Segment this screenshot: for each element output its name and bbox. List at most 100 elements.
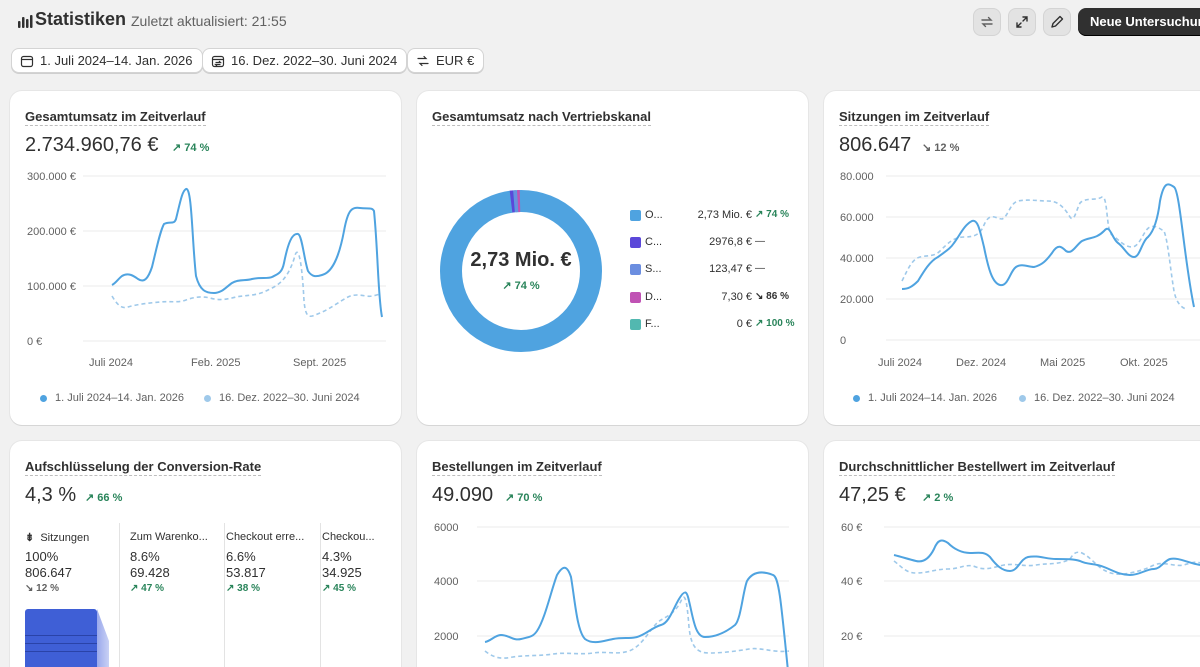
funnel-step-checkout-reached[interactable]: Checkout erre... 6.6% 53.817 ↗ 38 % xyxy=(226,523,321,667)
channel-row[interactable]: C... 2976,8 € — xyxy=(630,236,790,250)
date-range-picker[interactable]: 1. Juli 2024–14. Jan. 2026 xyxy=(11,48,203,73)
funnel-step-sessions[interactable]: ⇟ Sitzungen 100% 806.647 ↘ 12 % xyxy=(25,523,120,667)
legend-primary[interactable]: 1. Juli 2024–14. Jan. 2026 xyxy=(40,392,184,404)
currency-exchange-icon xyxy=(417,55,429,66)
y-tick: 6000 xyxy=(434,522,458,534)
compare-range-label: 16. Dez. 2022–30. Juni 2024 xyxy=(231,53,398,68)
metric-value: 47,25 € xyxy=(839,484,906,506)
x-tick: Juli 2024 xyxy=(878,357,922,369)
metric-value: 49.090 xyxy=(432,484,494,506)
arrow-up-icon: ↗ xyxy=(922,492,932,504)
primary-series-line xyxy=(484,566,789,667)
y-tick: 300.000 € xyxy=(27,171,76,183)
legend-dot xyxy=(1019,394,1026,402)
channel-row[interactable]: O... 2,73 Mio. € ↗ 74 % xyxy=(630,209,790,223)
arrow-down-icon: ↘ xyxy=(922,142,932,154)
arrow-up-icon: ↗ xyxy=(505,492,515,504)
y-tick: 2000 xyxy=(434,631,458,643)
arrow-up-icon: ↗ xyxy=(85,492,95,504)
currency-label: EUR € xyxy=(436,53,475,68)
metric-delta: ↗ 70 % xyxy=(505,491,542,504)
channel-card[interactable]: Gesamtumsatz nach Vertriebskanal 2,73 Mi… xyxy=(417,91,808,425)
channel-row[interactable]: F... 0 € ↗ 100 % xyxy=(630,318,795,332)
metric-value: 4,3 % xyxy=(25,484,77,506)
orders-line-chart: 6000 4000 2000 xyxy=(434,522,790,667)
funnel-step-cart[interactable]: Zum Warenko... 8.6% 69.428 ↗ 47 % xyxy=(130,523,225,667)
delta-text: 74 % xyxy=(514,280,540,292)
legend-label: 1. Juli 2024–14. Jan. 2026 xyxy=(868,392,998,404)
calendar-icon xyxy=(20,55,34,67)
fullscreen-button[interactable] xyxy=(1008,8,1036,36)
metric-delta: ↗ 2 % xyxy=(922,491,953,504)
y-tick: 0 € xyxy=(27,336,42,348)
delta-text: 70 % xyxy=(517,492,543,504)
funnel-pct: 8.6% xyxy=(130,549,160,564)
card-title[interactable]: Bestellungen im Zeitverlauf xyxy=(432,459,602,476)
donut-slice-online xyxy=(440,190,602,352)
arrow-up-icon: ↗ xyxy=(172,142,182,154)
x-tick: Okt. 2025 xyxy=(1120,357,1168,369)
conversion-card[interactable]: Aufschlüsselung der Conversion-Rate 4,3 … xyxy=(10,441,401,667)
channel-value: 0 € xyxy=(736,318,752,330)
aov-card[interactable]: Durchschnittlicher Bestellwert im Zeitve… xyxy=(824,441,1200,667)
compare-range-picker[interactable]: 16. Dez. 2022–30. Juni 2024 xyxy=(202,48,408,73)
funnel-count: 53.817 xyxy=(226,565,266,580)
revenue-line-chart: 300.000 € 200.000 € 100.000 € 0 € Juli 2… xyxy=(27,171,386,369)
refresh-button[interactable] xyxy=(973,8,1001,36)
legend-label: 16. Dez. 2022–30. Juni 2024 xyxy=(219,392,360,404)
funnel-dropoff xyxy=(97,609,109,667)
edit-button[interactable] xyxy=(1043,8,1071,36)
funnel-label: Checkout erre... xyxy=(226,531,305,543)
channel-swatch xyxy=(630,237,641,248)
card-title[interactable]: Sitzungen im Zeitverlauf xyxy=(839,109,990,126)
revenue-card[interactable]: Gesamtumsatz im Zeitverlauf 2.734.960,76… xyxy=(10,91,401,425)
channel-donut-chart xyxy=(440,190,602,352)
channel-delta: — xyxy=(755,236,765,247)
legend-label: 1. Juli 2024–14. Jan. 2026 xyxy=(55,392,185,404)
y-tick: 4000 xyxy=(434,576,458,588)
funnel-delta: ↗ 38 % xyxy=(226,583,260,594)
funnel-count: 34.925 xyxy=(322,565,362,580)
funnel-delta: ↘ 12 % xyxy=(25,583,59,594)
metric-delta: ↗ 74 % xyxy=(172,141,209,154)
card-title[interactable]: Gesamtumsatz im Zeitverlauf xyxy=(25,109,206,126)
channel-name: F... xyxy=(645,318,660,330)
metric-delta: ↘ 12 % xyxy=(922,141,959,154)
currency-picker[interactable]: EUR € xyxy=(407,48,485,73)
compare-series-line xyxy=(484,596,790,659)
channel-row[interactable]: S... 123,47 € — xyxy=(630,263,790,277)
funnel-delta: ↗ 45 % xyxy=(322,583,356,594)
funnel-step-checkout-completed[interactable]: Checkou... 4.3% 34.925 ↗ 45 % xyxy=(322,523,401,667)
card-title[interactable]: Durchschnittlicher Bestellwert im Zeitve… xyxy=(839,459,1115,476)
delta-text: 74 % xyxy=(184,142,210,154)
arrow-up-icon: ↗ xyxy=(502,280,512,292)
channel-swatch xyxy=(630,210,641,221)
channel-value: 7,30 € xyxy=(721,291,752,303)
aov-line-chart: 60 € 40 € 20 € xyxy=(841,522,1200,643)
primary-series-line xyxy=(111,187,383,318)
funnel-count: 806.647 xyxy=(25,565,72,580)
calendar-compare-icon xyxy=(211,55,225,67)
legend-dot xyxy=(40,394,47,402)
delta-text: 12 % xyxy=(934,142,960,154)
card-title[interactable]: Aufschlüsselung der Conversion-Rate xyxy=(25,459,262,476)
sessions-card[interactable]: Sitzungen im Zeitverlauf 806.647 ↘ 12 % … xyxy=(824,91,1200,425)
legend-compare[interactable]: 16. Dez. 2022–30. Juni 2024 xyxy=(1019,392,1175,404)
channel-swatch xyxy=(630,264,641,275)
legend-primary[interactable]: 1. Juli 2024–14. Jan. 2026 xyxy=(853,392,997,404)
orders-card[interactable]: Bestellungen im Zeitverlauf 49.090 ↗ 70 … xyxy=(417,441,808,667)
legend-dot xyxy=(204,394,211,402)
funnel-pct: 100% xyxy=(25,549,59,564)
x-tick: Feb. 2025 xyxy=(191,357,241,369)
header: Statistiken Zuletzt aktualisiert: 21:55 … xyxy=(0,0,1200,44)
channel-value: 2976,8 € xyxy=(709,236,752,248)
channel-value: 123,47 € xyxy=(709,263,752,275)
compare-series-line xyxy=(893,551,1200,575)
channel-row[interactable]: D... 7,30 € ↘ 86 % xyxy=(630,291,790,305)
delta-text: 66 % xyxy=(97,492,123,504)
y-tick: 40.000 xyxy=(840,253,874,265)
y-tick: 20 € xyxy=(841,631,862,643)
legend-compare[interactable]: 16. Dez. 2022–30. Juni 2024 xyxy=(204,392,360,404)
card-title[interactable]: Gesamtumsatz nach Vertriebskanal xyxy=(432,109,651,126)
new-exploration-button[interactable]: Neue Untersuchung xyxy=(1078,8,1200,36)
